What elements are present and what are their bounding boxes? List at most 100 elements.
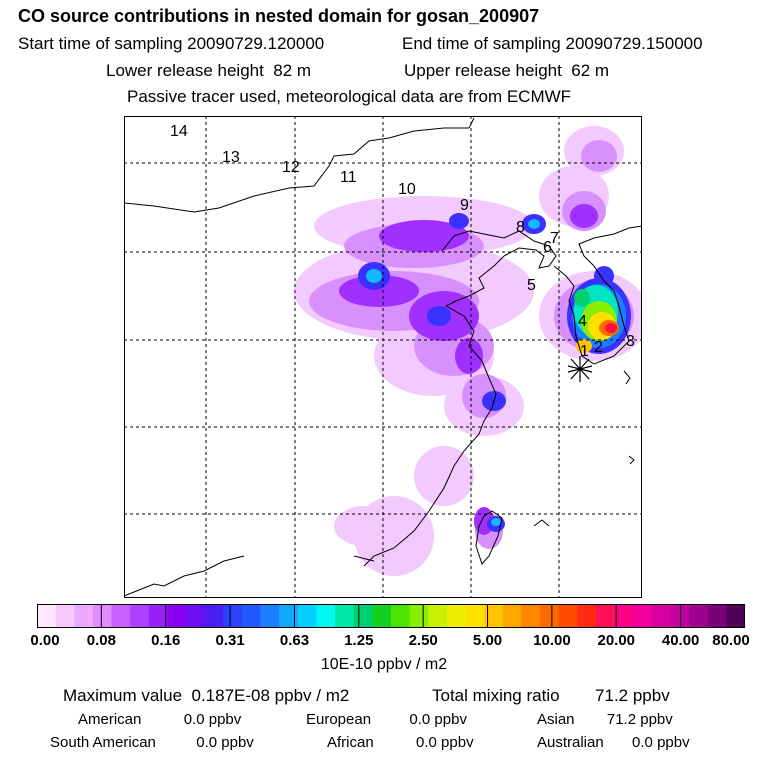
colorbar-label: 0.00: [30, 632, 60, 649]
total-mixing-ratio-value: 71.2 ppbv: [595, 686, 670, 705]
track-label-6: 6: [543, 239, 552, 256]
colorbar-label: 0.31: [215, 632, 245, 649]
track-label-7: 7: [550, 230, 559, 247]
colorbar-cell: [651, 604, 672, 628]
track-label-11: 11: [340, 169, 357, 186]
total-mixing-ratio-label: Total mixing ratio: [432, 686, 560, 705]
colorbar-label: 0.16: [151, 632, 181, 649]
colorbar-cell: [55, 604, 75, 628]
korea-hotspot: [567, 278, 631, 354]
colorbar-label: 2.50: [408, 632, 438, 649]
colorbar-cell: [37, 604, 57, 628]
track-label-10: 10: [398, 181, 416, 198]
region-australian: Australian 0.0 ppbv: [537, 734, 690, 751]
region-value: 0.0 ppbv: [632, 734, 690, 751]
colorbar-cell: [689, 604, 709, 628]
region-value: 0.0 ppbv: [416, 734, 474, 751]
colorbar-cell: [186, 604, 206, 628]
colorbar-cell: [316, 604, 336, 628]
colorbar-unit: 10E-10 ppbv / m2: [320, 656, 448, 673]
colorbar-label: 80.00: [712, 632, 750, 649]
lower-release-value: 82 m: [273, 61, 312, 80]
lower-release-label: Lower release height: [106, 61, 264, 80]
plot-title: CO source contributions in nested domain…: [18, 6, 540, 26]
upper-release: Upper release height 62 m: [404, 61, 609, 81]
max-value: Maximum value 0.187E-08 ppbv / m2: [63, 686, 349, 706]
colorbar-cell: [74, 604, 94, 628]
colorbar-cell: [614, 604, 634, 628]
colorbar-cell: [130, 604, 150, 628]
end-time-value: 20090729.150000: [565, 34, 703, 53]
region-american: American 0.0 ppbv: [78, 711, 241, 728]
region-name: South American: [50, 734, 156, 751]
start-time-value: 20090729.120000: [187, 34, 325, 53]
coastlines: [124, 117, 642, 597]
colorbar-cell: [223, 604, 243, 628]
region-value: 0.0 ppbv: [409, 711, 467, 728]
track-label-1: 1: [580, 343, 589, 360]
colorbar-cell: [279, 604, 299, 628]
colorbar-cell: [428, 604, 448, 628]
colorbar-label: 20.00: [597, 632, 636, 649]
colorbar-label: 0.63: [279, 632, 310, 649]
track-label-12: 12: [282, 159, 300, 176]
colorbar-label: 10.00: [533, 632, 571, 649]
colorbar-cell: [446, 604, 467, 628]
colorbar-cell: [595, 604, 616, 628]
region-name: African: [327, 734, 374, 751]
colorbar-cell: [372, 604, 392, 628]
total-mixing-ratio: Total mixing ratio 71.2 ppbv: [432, 686, 670, 706]
colorbar-cell: [707, 604, 727, 628]
region-value: 71.2 ppbv: [606, 711, 673, 728]
region-south-american: South American 0.0 ppbv: [50, 734, 254, 751]
receptor-marker: [567, 356, 593, 382]
colorbar-cell: [260, 604, 280, 628]
track-label-2: 2: [594, 339, 603, 356]
max-value-number: 0.187E-08 ppbv / m2: [191, 686, 350, 705]
region-african: African 0.0 ppbv: [327, 734, 474, 751]
source-contribution-map: 14 13 12 11 10 9 8 7 6 5 4 3 2 1: [124, 116, 642, 598]
max-value-label: Maximum value: [63, 686, 183, 705]
upper-release-value: 62 m: [571, 61, 610, 80]
track-label-8: 8: [516, 219, 525, 236]
region-name: European: [306, 711, 372, 728]
colorbar: [37, 604, 745, 628]
plume-layer: [294, 126, 642, 576]
start-time-label: Start time of sampling: [18, 34, 183, 53]
colorbar-label: 0.08: [86, 632, 116, 649]
lower-release: Lower release height 82 m: [106, 61, 311, 81]
colorbar-cell: [465, 604, 485, 628]
end-time-label: End time of sampling: [402, 34, 561, 53]
colorbar-cell: [409, 604, 429, 628]
track-label-14: 14: [170, 123, 188, 140]
colorbar-cell: [92, 604, 113, 628]
end-time: End time of sampling 20090729.150000: [402, 34, 703, 54]
region-name: Asian: [537, 711, 575, 728]
region-name: Australian: [537, 734, 604, 751]
colorbar-cell: [502, 604, 523, 628]
colorbar-cell: [558, 604, 578, 628]
colorbar-cell: [241, 604, 262, 628]
track-label-9: 9: [460, 197, 469, 214]
colorbar-cell: [521, 604, 541, 628]
start-time: Start time of sampling 20090729.120000: [18, 34, 324, 54]
colorbar-cell: [577, 604, 597, 628]
colorbar-cell: [484, 604, 504, 628]
colorbar-cell: [167, 604, 187, 628]
region-european: European 0.0 ppbv: [306, 711, 467, 728]
colorbar-cell: [297, 604, 318, 628]
region-value: 0.0 ppbv: [196, 734, 254, 751]
colorbar-cells: [37, 604, 745, 628]
upper-release-label: Upper release height: [404, 61, 562, 80]
track-label-13: 13: [222, 149, 240, 166]
colorbar-cell: [204, 604, 224, 628]
colorbar-label: 5.00: [472, 632, 503, 649]
track-label-4: 4: [578, 313, 587, 330]
lat-lon-grid: [124, 116, 642, 598]
colorbar-cell: [148, 604, 169, 628]
colorbar-label: 1.25: [344, 632, 374, 649]
track-label-3: 3: [626, 333, 635, 350]
colorbar-label: 40.00: [661, 632, 700, 649]
tracer-note: Passive tracer used, meteorological data…: [127, 87, 572, 106]
colorbar-cell: [353, 604, 373, 628]
